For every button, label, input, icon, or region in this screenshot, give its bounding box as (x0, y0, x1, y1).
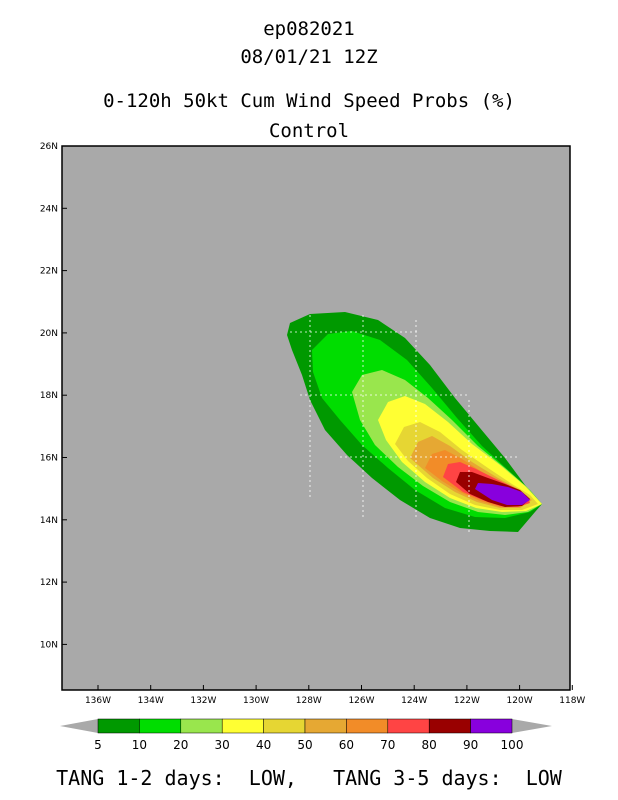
lat-label: 22N (40, 267, 58, 277)
lat-label: 24N (40, 204, 58, 214)
legend-swatch (304, 718, 347, 734)
lat-label: 10N (40, 640, 58, 650)
longitude-axis: 136W 134W 132W 130W 128W 126W 124W 122W 120W 118W (85, 685, 585, 706)
legend-swatch (97, 718, 140, 734)
lon-label: 118W (559, 696, 585, 706)
legend-label: 20 (173, 738, 188, 752)
lon-label: 124W (401, 696, 427, 706)
legend-swatches (97, 718, 513, 734)
legend-left-arrow (60, 719, 98, 733)
legend-label: 60 (339, 738, 354, 752)
legend-swatch (263, 718, 306, 734)
lon-label: 126W (348, 696, 374, 706)
legend-label: 30 (215, 738, 230, 752)
lon-label: 130W (243, 696, 269, 706)
lat-label: 18N (40, 391, 58, 401)
map-frame (61, 145, 571, 691)
contour-90 (475, 483, 530, 505)
latitude-axis: 26N 24N 22N 20N 18N 16N 14N 12N 10N (40, 142, 67, 650)
legend-swatch (139, 718, 182, 734)
lon-label: 120W (507, 696, 533, 706)
legend-swatch (221, 718, 264, 734)
probability-contours (287, 312, 542, 532)
legend-label: 10 (132, 738, 147, 752)
lon-label: 128W (296, 696, 322, 706)
legend-label: 80 (422, 738, 437, 752)
datetime-title: 08/01/21 12Z (240, 46, 378, 68)
lat-label: 26N (40, 142, 58, 152)
legend-swatch (180, 718, 223, 734)
tang-status: TANG 1-2 days: LOW, TANG 3-5 days: LOW (56, 766, 562, 790)
legend-swatch (346, 718, 389, 734)
legend-right-arrow (512, 719, 552, 733)
lat-label: 14N (40, 516, 58, 526)
map-background (62, 146, 570, 690)
legend-label: 50 (297, 738, 312, 752)
legend-label: 70 (380, 738, 395, 752)
legend-swatch (470, 718, 513, 734)
lon-label: 132W (190, 696, 216, 706)
legend-label: 40 (256, 738, 271, 752)
lat-label: 12N (40, 578, 58, 588)
legend-swatch (387, 718, 430, 734)
member-title: Control (268, 120, 350, 142)
legend-label: 100 (501, 738, 524, 752)
legend-label: 90 (463, 738, 478, 752)
lon-label: 122W (454, 696, 480, 706)
legend-swatch (428, 718, 471, 734)
legend-labels: 5 10 20 30 40 50 60 70 80 90 100 (94, 738, 523, 752)
product-title: 0-120h 50kt Cum Wind Speed Probs (%) (103, 90, 515, 112)
lon-label: 136W (85, 696, 111, 706)
map-gridlines (290, 315, 520, 532)
storm-id-title: ep082021 (263, 18, 355, 40)
lat-label: 16N (40, 454, 58, 464)
lat-label: 20N (40, 329, 58, 339)
legend-label: 5 (94, 738, 102, 752)
lon-label: 134W (138, 696, 164, 706)
